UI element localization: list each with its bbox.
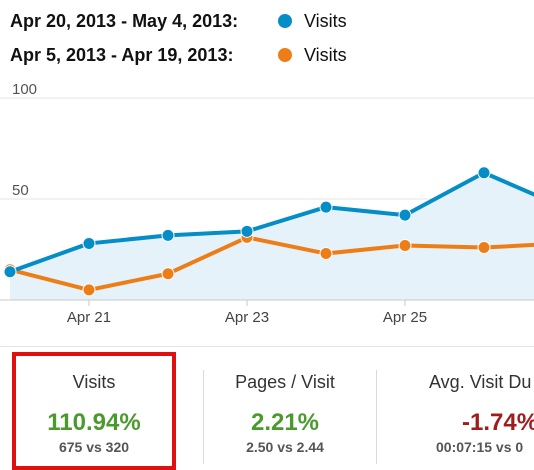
metric-separator [203,370,204,464]
data-point [398,208,412,222]
metrics-divider [0,346,534,347]
series-line [9,235,534,292]
data-point [82,283,96,297]
data-point [161,267,175,281]
metric-visits[interactable]: Visits 110.94% 675 vs 320 [12,352,190,470]
y-tick-label: 100 [12,81,37,98]
metric-pages-label: Pages / Visit [235,372,335,392]
data-point [319,200,333,214]
metric-selected-outline [12,352,176,470]
data-point [477,166,491,180]
legend-previous-period: Apr 5, 2013 - Apr 19, 2013: Visits [10,41,347,69]
legend-range-current: Apr 20, 2013 - May 4, 2013: [10,10,239,31]
legend-current-period: Apr 20, 2013 - May 4, 2013: Visits [10,7,347,35]
metric-pages-comparison: 2.50 vs 2.44 [246,439,324,455]
data-point [82,236,96,250]
metric-visits-label: Visits [72,372,116,392]
x-tick-label: Apr 21 [67,309,111,326]
metric-separator [376,370,377,464]
x-tick-label: Apr 23 [225,309,269,326]
data-point [161,228,175,242]
y-tick-label: 50 [12,182,29,199]
data-point [3,265,17,279]
metric-duration-label: Avg. Visit Du [429,372,532,392]
legend-series-name-previous: Visits [304,44,347,65]
data-point [240,224,254,238]
visits-line-chart: 100 50 Apr 21 Apr 23 Apr 25 [0,81,534,326]
legend-series-name-current: Visits [304,10,347,31]
metric-duration-change: -1.74% [462,409,534,436]
series-line [9,170,534,274]
legend-range-previous: Apr 5, 2013 - Apr 19, 2013: [10,44,234,65]
metric-pages-per-visit[interactable]: Pages / Visit 2.21% 2.50 vs 2.44 [196,352,374,464]
legend-dot-previous-icon [278,48,292,62]
data-point [319,247,333,261]
data-point [398,238,412,252]
metric-pages-change: 2.21% [250,409,320,436]
metric-visits-change: 110.94% [47,409,141,436]
x-tick-label: Apr 25 [383,309,427,326]
data-point [477,240,491,254]
series-area-fill [10,172,534,300]
metric-avg-visit-duration[interactable]: Avg. Visit Du -1.74% 00:07:15 vs 0 [400,352,534,464]
metric-visits-comparison: 675 vs 320 [58,439,130,455]
metric-duration-comparison: 00:07:15 vs 0 [436,439,524,455]
legend-dot-current-icon [278,14,292,28]
